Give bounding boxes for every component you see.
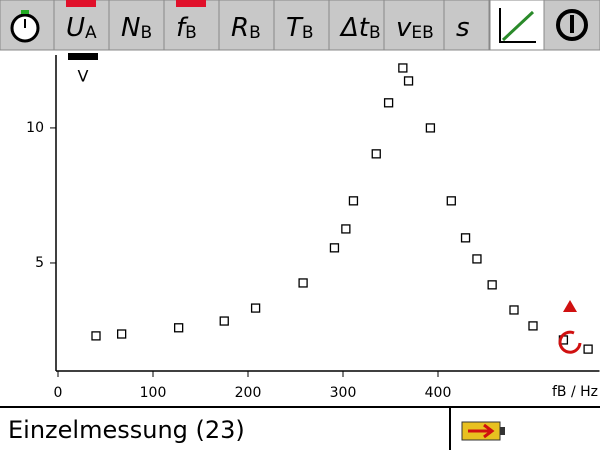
measure-button[interactable]: RB [218,0,275,51]
data-point [425,123,436,133]
data-point [117,329,127,339]
data-point [460,233,471,243]
data-point [528,321,538,331]
measure-button[interactable]: UA [53,0,110,51]
button-symbol: U [66,13,85,43]
data-point [219,316,229,326]
active-marker [66,0,96,7]
status-text: Einzelmessung (23) [8,416,245,444]
data-point [509,305,519,315]
data-point [446,196,456,206]
button-label: RB [231,13,261,44]
active-marker [176,0,206,7]
data-point [398,63,408,73]
button-subscript: B [369,23,381,43]
button-symbol: Δt [339,13,370,43]
power-button[interactable] [543,0,600,51]
data-point [383,98,394,108]
measure-button[interactable]: vEB [383,0,445,51]
battery-arrow [468,423,495,439]
measure-button[interactable]: fB [163,0,220,51]
plot: 0 100 200 300 400 5 10 [26,55,600,401]
button-symbol: v [396,13,412,43]
y-tick-label: 5 [35,255,44,271]
data-point [298,278,308,288]
data-point [173,323,184,333]
button-subscript: B [302,23,314,43]
unit-indicator: V [78,67,89,86]
button-label: NB [121,13,152,44]
data-point [348,196,359,206]
stopwatch-crown [21,10,29,14]
button-label: ΔtB [339,13,381,44]
x-tick-label: 100 [140,385,167,401]
battery-icon [461,421,505,441]
button-label: TB [286,13,314,44]
button-subscript: A [85,23,97,43]
x-tick-label: 300 [330,385,357,401]
data-point [250,303,261,313]
button-bg [163,0,220,51]
button-subscript: B [140,23,152,43]
data-point [403,76,414,86]
graph-icon-line [501,10,535,42]
button-bg [443,0,490,51]
button-label: UA [66,13,97,44]
button-bg [53,0,110,51]
unit-bar [68,53,98,60]
data-point [329,243,340,253]
data-point [91,331,101,341]
trigger-icon[interactable] [563,300,577,312]
y-tick-label: 10 [26,120,44,136]
button-symbol: T [286,13,304,43]
x-tick-label: 400 [425,385,452,401]
power-icon [556,9,588,41]
x-tick-label: 200 [235,385,262,401]
data-point [487,280,497,290]
button-subscript: EB [411,23,433,43]
measure-button[interactable]: NB [108,0,165,51]
button-symbol: N [121,13,140,43]
button-bg [108,0,165,51]
button-subscript: B [249,23,261,43]
button-bg [273,0,330,51]
button-label: vEB [396,13,434,44]
button-symbol: s [456,13,470,43]
x-axis-label: fB / Hz [552,384,598,400]
measure-button[interactable]: TB [273,0,330,51]
measure-button[interactable]: ΔtB [328,0,385,51]
refresh-icon[interactable] [558,330,582,354]
button-label: s [456,13,470,43]
button-symbol: R [231,13,249,43]
graph-button[interactable] [489,0,545,51]
graph-icon-axes [499,8,536,43]
stopwatch-button[interactable] [0,0,55,51]
x-tick-label: 0 [54,385,63,401]
data-point [371,149,381,159]
measure-button[interactable]: s [443,0,490,51]
battery-tip [500,427,505,435]
data-point [472,254,482,264]
data-point [341,224,351,234]
data-point [583,344,593,354]
button-subscript: B [185,23,197,43]
